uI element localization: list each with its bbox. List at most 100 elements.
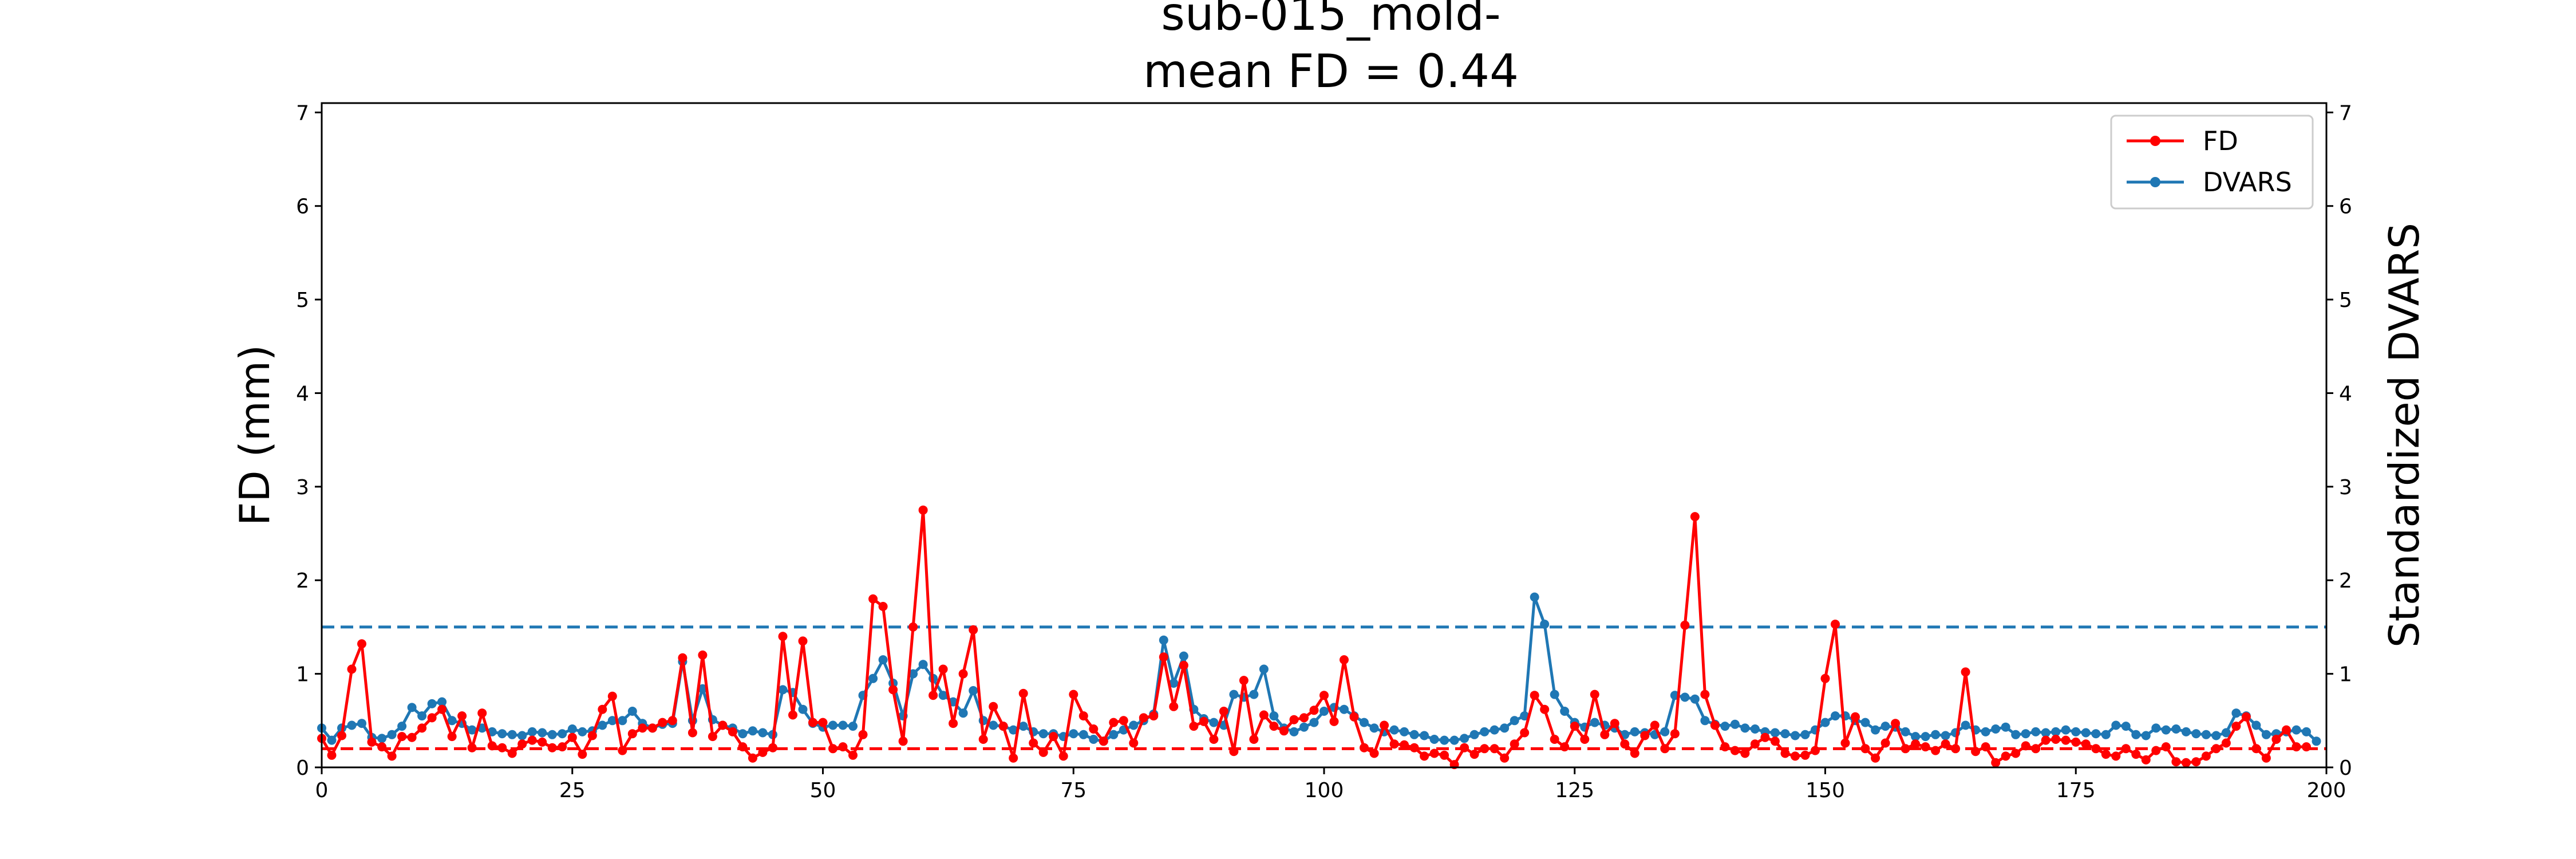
data-point-fd (2021, 741, 2030, 751)
data-point-dvars (1420, 731, 1429, 740)
data-point-fd (1620, 739, 1630, 749)
data-point-fd (1931, 746, 1941, 755)
data-point-fd (638, 723, 647, 733)
data-point-dvars (1179, 651, 1188, 661)
data-point-fd (1680, 620, 1690, 630)
data-point-dvars (407, 703, 417, 712)
data-point-fd (1921, 742, 1930, 752)
data-point-dvars (2191, 729, 2201, 739)
data-point-fd (1700, 689, 1710, 699)
data-point-dvars (938, 691, 948, 700)
data-point-fd (1360, 743, 1369, 752)
data-point-fd (838, 742, 848, 752)
data-point-dvars (1169, 679, 1179, 688)
data-point-fd (1710, 720, 1720, 730)
y-axis-right: 0 1 2 3 4 5 6 7 (2326, 101, 2352, 780)
data-point-fd (768, 743, 777, 752)
data-point-fd (1229, 747, 1239, 756)
y-tick-label-right: 3 (2339, 476, 2352, 499)
data-point-dvars (397, 722, 407, 731)
data-point-dvars (1800, 730, 1810, 739)
data-point-dvars (1770, 728, 1780, 738)
data-point-dvars (2231, 708, 2241, 718)
data-point-fd (2051, 735, 2061, 744)
data-point-fd (337, 731, 346, 740)
data-point-dvars (437, 697, 447, 707)
data-point-fd (497, 743, 507, 752)
series-layer (317, 505, 2321, 770)
data-point-fd (2302, 742, 2311, 752)
data-point-fd (1400, 740, 1409, 750)
data-point-dvars (1901, 727, 1910, 736)
data-point-fd (1049, 732, 1058, 742)
data-point-dvars (1921, 732, 1930, 742)
data-point-fd (678, 653, 688, 663)
data-point-fd (698, 650, 708, 660)
data-point-fd (607, 691, 617, 701)
data-point-dvars (618, 716, 627, 726)
data-point-fd (1871, 753, 1880, 763)
data-point-fd (2151, 746, 2161, 755)
data-point-fd (1429, 748, 1439, 758)
data-point-fd (527, 735, 537, 745)
data-point-fd (1580, 735, 1590, 744)
data-point-fd (507, 748, 517, 758)
data-point-dvars (1730, 719, 1740, 729)
data-point-fd (1820, 673, 1830, 683)
data-point-fd (688, 728, 697, 738)
data-point-dvars (567, 724, 577, 734)
data-point-dvars (969, 686, 978, 695)
data-point-dvars (2171, 724, 2181, 734)
x-tick-label: 0 (315, 779, 329, 802)
data-point-dvars (1981, 727, 1990, 736)
x-tick-label: 175 (2056, 779, 2096, 802)
data-point-dvars (327, 735, 337, 745)
y-tick-label-right: 6 (2339, 195, 2352, 219)
data-point-fd (1109, 718, 1119, 727)
data-point-fd (1590, 689, 1599, 699)
data-point-fd (647, 723, 657, 733)
x-axis: 0 25 50 75 100 125 150 175 200 (315, 767, 2346, 802)
data-point-dvars (2201, 730, 2211, 739)
data-point-fd (1249, 735, 1259, 744)
data-point-dvars (1520, 711, 1530, 721)
data-point-fd (558, 742, 567, 752)
data-point-fd (1791, 751, 1800, 761)
data-point-dvars (2312, 736, 2321, 746)
data-point-dvars (1630, 727, 1639, 736)
y-tick-label-left: 4 (296, 382, 309, 405)
data-point-fd (407, 732, 417, 742)
x-tick-label: 75 (1060, 779, 1086, 802)
y-tick-label-right: 2 (2339, 569, 2352, 593)
data-point-dvars (1680, 692, 1690, 702)
data-point-fd (708, 732, 717, 742)
data-point-dvars (698, 684, 708, 693)
data-point-fd (938, 664, 948, 674)
data-point-fd (878, 602, 888, 611)
data-point-dvars (558, 729, 567, 739)
data-point-dvars (1460, 734, 1469, 743)
data-point-dvars (1209, 718, 1219, 727)
data-point-fd (567, 732, 577, 742)
data-point-dvars (1750, 724, 1760, 734)
data-point-fd (1058, 751, 1068, 761)
data-point-dvars (2141, 731, 2151, 740)
data-point-dvars (2291, 725, 2301, 735)
data-point-dvars (2091, 729, 2101, 739)
data-point-dvars (1780, 729, 1790, 739)
legend-dvars-label: DVARS (2203, 167, 2292, 198)
data-point-dvars (497, 729, 507, 739)
data-point-dvars (1299, 722, 1309, 732)
data-point-dvars (538, 728, 547, 738)
data-point-dvars (1409, 730, 1419, 739)
data-point-dvars (908, 669, 918, 679)
legend-dvars-marker (2150, 177, 2160, 187)
data-point-dvars (2261, 730, 2271, 739)
y-tick-label-right: 5 (2339, 289, 2352, 312)
data-point-dvars (2161, 725, 2171, 735)
data-point-fd (2181, 758, 2191, 767)
data-point-dvars (1089, 735, 1099, 744)
data-point-dvars (878, 655, 888, 665)
data-point-dvars (1400, 727, 1409, 736)
data-point-dvars (1319, 707, 1329, 716)
